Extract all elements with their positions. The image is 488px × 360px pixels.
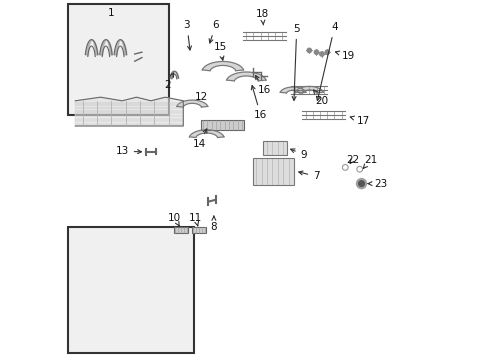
Text: 17: 17 (349, 116, 369, 126)
Circle shape (356, 179, 366, 189)
Text: 5: 5 (292, 24, 300, 100)
Circle shape (319, 52, 324, 56)
Text: 14: 14 (192, 129, 206, 149)
Polygon shape (189, 130, 224, 138)
Text: 3: 3 (183, 20, 191, 50)
Bar (68, 227, 194, 353)
Text: 16: 16 (251, 86, 267, 120)
Polygon shape (75, 97, 183, 126)
Text: 7: 7 (298, 171, 319, 181)
Text: 16: 16 (255, 76, 270, 95)
Circle shape (306, 48, 311, 53)
Text: 19: 19 (335, 51, 355, 61)
Bar (192, 227, 205, 233)
Circle shape (358, 181, 364, 186)
Text: 2: 2 (163, 73, 173, 90)
Text: 23: 23 (367, 179, 387, 189)
Bar (252, 158, 293, 184)
Text: 13: 13 (115, 146, 141, 156)
Circle shape (325, 50, 329, 54)
Text: 6: 6 (209, 20, 219, 43)
Circle shape (314, 50, 318, 54)
Text: 15: 15 (213, 42, 226, 60)
Text: 1: 1 (108, 8, 114, 18)
Text: 8: 8 (210, 216, 217, 232)
Bar (201, 120, 244, 130)
Bar (263, 141, 286, 155)
Text: 12: 12 (194, 92, 207, 102)
Polygon shape (226, 72, 265, 81)
Text: 10: 10 (168, 213, 181, 226)
Text: 20: 20 (313, 90, 328, 106)
Text: 11: 11 (188, 213, 202, 226)
Bar (174, 227, 187, 233)
Polygon shape (177, 100, 207, 107)
Polygon shape (280, 87, 305, 93)
Text: 9: 9 (290, 149, 306, 160)
Text: 22: 22 (345, 155, 358, 165)
Text: 18: 18 (255, 9, 268, 25)
Bar (68, 4, 168, 115)
Polygon shape (202, 62, 243, 71)
Text: 21: 21 (363, 155, 376, 168)
Text: 4: 4 (316, 22, 337, 100)
Polygon shape (295, 86, 323, 93)
